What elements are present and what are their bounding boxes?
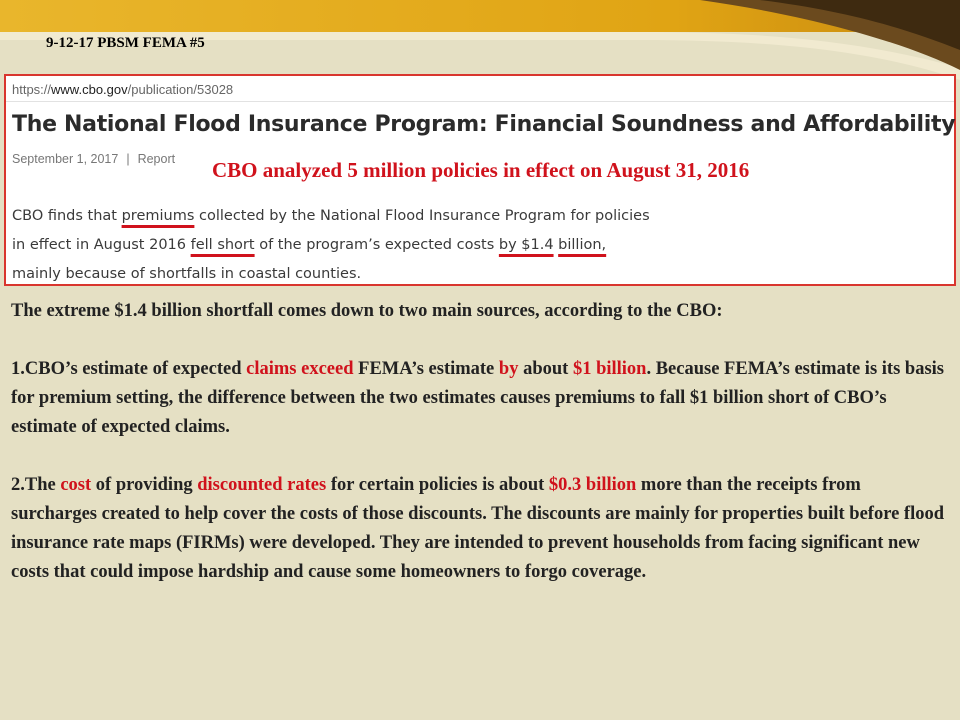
- summary-text: of the program’s expected costs: [254, 237, 499, 253]
- url-divider: [6, 101, 954, 102]
- highlight-claims-exceed: claims exceed: [246, 359, 354, 379]
- body-text: 1.CBO’s estimate of expected: [11, 359, 247, 379]
- summary-text: mainly because of shortfalls in coastal …: [12, 266, 362, 282]
- url-domain: www.cbo.gov: [51, 82, 128, 97]
- publication-headline: The National Flood Insurance Program: Fi…: [12, 112, 956, 137]
- highlight-discounted-rates: discounted rates: [197, 475, 327, 495]
- underlined-fell-short: fell short: [190, 237, 255, 253]
- publication-date: September 1, 2017: [12, 152, 119, 166]
- policies-callout: CBO analyzed 5 million policies in effec…: [212, 158, 750, 182]
- point-1-paragraph: 1.CBO’s estimate of expected claims exce…: [11, 355, 946, 442]
- point-2-paragraph: 2.The cost of providing discounted rates…: [11, 471, 946, 587]
- url-scheme: https://: [12, 82, 52, 97]
- publication-meta: September 1, 2017 | Report: [12, 152, 175, 166]
- body-text: for certain policies is about: [326, 475, 549, 495]
- body-text: more than the receipts from surcharges c…: [11, 475, 945, 582]
- intro-paragraph: The extreme $1.4 billion shortfall comes…: [11, 301, 723, 321]
- slide-body: The extreme $1.4 billion shortfall comes…: [11, 297, 946, 616]
- publication-summary: CBO finds that premiums collected by the…: [12, 202, 652, 289]
- body-text: about: [518, 359, 573, 379]
- underlined-by-amount: by $1.4: [498, 237, 554, 253]
- body-text: . Because FEMA’s estimate is its basis f…: [11, 359, 944, 437]
- slide-label: 9-12-17 PBSM FEMA #5: [46, 35, 205, 51]
- slide-header-band: [0, 0, 960, 80]
- body-text: FEMA’s estimate: [353, 359, 499, 379]
- cbo-web-excerpt: https://www.cbo.gov/publication/53028 Th…: [4, 74, 956, 286]
- body-text: 2.The: [11, 475, 61, 495]
- url-path: /publication/53028: [127, 82, 234, 97]
- body-text: of providing: [91, 475, 198, 495]
- summary-text: collected by the National Flood Insuranc…: [12, 208, 650, 253]
- publication-type: Report: [137, 152, 176, 166]
- highlight-cost: cost: [60, 475, 92, 495]
- highlight-by: by: [498, 359, 519, 379]
- underlined-premiums: premiums: [121, 208, 195, 224]
- highlight-1-billion: $1 billion: [572, 359, 647, 379]
- meta-separator: |: [126, 152, 130, 166]
- underlined-billion: billion,: [558, 237, 607, 253]
- summary-text: CBO finds that: [12, 208, 122, 224]
- url-text[interactable]: https://www.cbo.gov/publication/53028: [12, 82, 233, 97]
- highlight-0-3-billion: $0.3 billion: [548, 475, 637, 495]
